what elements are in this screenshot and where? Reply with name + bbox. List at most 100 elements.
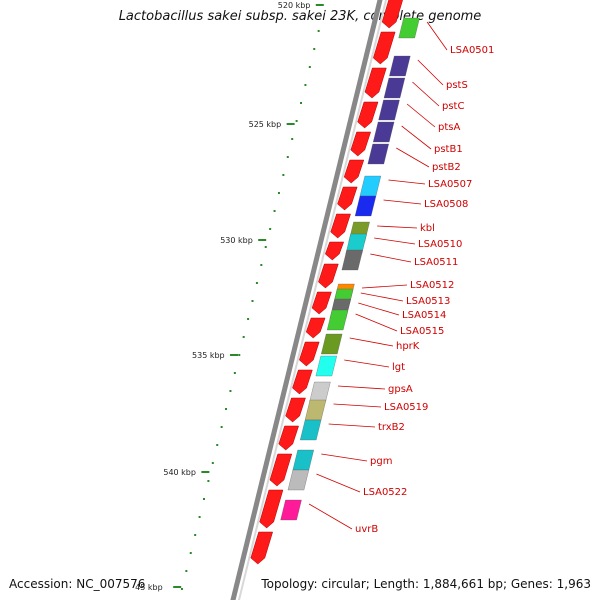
gene-label-leader — [337, 385, 386, 390]
gene-label: ptsA — [438, 122, 460, 133]
gene-label: LSA0513 — [406, 296, 450, 307]
gene-block — [315, 355, 337, 377]
gene-block — [359, 175, 382, 197]
gene-labels: LSA0501 pstS pstC ptsA pstB1 pstB2 LSA0507 LSA0… — [308, 21, 494, 535]
ruler-dot — [198, 516, 201, 518]
ruler-dot — [260, 264, 263, 266]
gene-block — [389, 55, 411, 77]
gene-label: LSA0519 — [384, 402, 428, 413]
gene-block — [367, 143, 389, 165]
ruler-dot — [291, 138, 294, 140]
forward-gene-arrow — [305, 317, 326, 339]
gene-label-leader — [361, 284, 408, 289]
ruler-dot — [238, 354, 241, 356]
gene-block — [383, 77, 406, 99]
gene-label: uvrB — [355, 524, 378, 535]
gene-label: pgm — [370, 456, 392, 467]
gene-label: LSA0507 — [428, 179, 472, 190]
ruler-dot — [211, 462, 214, 464]
gene-label-leader — [355, 313, 398, 332]
ruler-dot — [269, 228, 272, 230]
forward-gene-arrow — [299, 341, 320, 367]
gene-label-leader — [383, 199, 422, 205]
ruler-dot — [220, 426, 223, 428]
gene-label: lgt — [392, 362, 405, 373]
gene-label-leader — [328, 423, 376, 428]
gene-block — [326, 309, 349, 331]
ruler-dot — [247, 318, 250, 320]
gene-block — [378, 99, 400, 121]
ruler-dot — [313, 48, 316, 50]
forward-gene-arrow — [343, 159, 365, 184]
ruler-dot — [300, 102, 303, 104]
ruler-tick-label: 520 kbp — [278, 1, 311, 10]
gene-label-leader — [316, 473, 361, 493]
gene-label-leader — [377, 225, 418, 229]
gene-track — [280, 17, 420, 521]
gene-label-leader — [370, 253, 412, 263]
gene-label: LSA0501 — [450, 45, 494, 56]
gene-label: pstB2 — [432, 162, 461, 173]
gene-label: kbl — [420, 223, 435, 234]
ruler-dot — [189, 552, 192, 554]
backbone-inner-line — [237, 0, 388, 600]
gene-label-leader — [360, 292, 404, 302]
ruler-tick — [286, 123, 295, 125]
forward-gene-arrow — [357, 101, 379, 129]
ruler-dot — [304, 84, 307, 86]
forward-gene-arrow — [318, 263, 339, 289]
gene-block — [373, 121, 395, 143]
backbone-outer-line — [230, 0, 383, 600]
gene-label: LSA0511 — [414, 257, 458, 268]
ruler-tick-label: 530 kbp — [220, 236, 253, 245]
gene-label-leader — [401, 125, 432, 150]
forward-gene-arrow — [330, 213, 351, 239]
ruler-dot — [277, 192, 280, 194]
gene-label: LSA0514 — [402, 310, 446, 321]
gene-label: LSA0512 — [410, 280, 454, 291]
ruler-tick — [315, 4, 324, 6]
forward-gene-arrow — [250, 531, 273, 565]
forward-gene-arrow — [381, 0, 403, 29]
forward-gene-arrow — [364, 67, 387, 99]
gene-label-leader — [308, 503, 353, 530]
ruler-dot — [251, 300, 254, 302]
gene-label: LSA0508 — [424, 199, 468, 210]
ruler-tick — [258, 239, 267, 241]
ruler-dot — [233, 372, 236, 374]
forward-gene-arrow — [292, 369, 313, 395]
gene-block — [304, 399, 327, 421]
ruler-dot — [242, 336, 245, 338]
kbp-ruler: 520 kbp 525 kbp 530 kbp 535 kbp 540 kbp 45 kb… — [135, 1, 324, 592]
gene-block — [280, 499, 302, 521]
gene-label: pstC — [442, 101, 464, 112]
gene-block — [292, 449, 314, 471]
ruler-dot — [229, 390, 232, 392]
topology-text: Topology: circular; Length: 1,884,661 bp… — [261, 577, 591, 591]
gene-label-leader — [321, 453, 368, 462]
ruler-tick — [230, 354, 239, 356]
ruler-tick-label: 540 kbp — [163, 468, 196, 477]
gene-label-leader — [358, 302, 400, 316]
forward-gene-arrow — [373, 31, 396, 65]
gene-label: pstB1 — [434, 144, 463, 155]
gene-block — [321, 333, 343, 355]
gene-label-leader — [333, 403, 382, 408]
ruler-dot — [286, 156, 289, 158]
ruler-dot — [255, 282, 258, 284]
ruler-dot — [273, 210, 276, 212]
gene-label: LSA0510 — [418, 239, 462, 250]
forward-gene-arrow — [311, 291, 332, 315]
gene-label: LSA0522 — [363, 487, 407, 498]
forward-gene-arrow — [350, 131, 372, 157]
gene-block — [354, 195, 377, 217]
gene-block — [398, 17, 420, 39]
ruler-dot — [225, 408, 228, 410]
ruler-dot — [180, 588, 183, 590]
forward-gene-arrow — [325, 241, 345, 261]
ruler-dot — [185, 570, 188, 572]
forward-gene-arrow — [285, 397, 306, 423]
gene-block — [341, 249, 363, 271]
